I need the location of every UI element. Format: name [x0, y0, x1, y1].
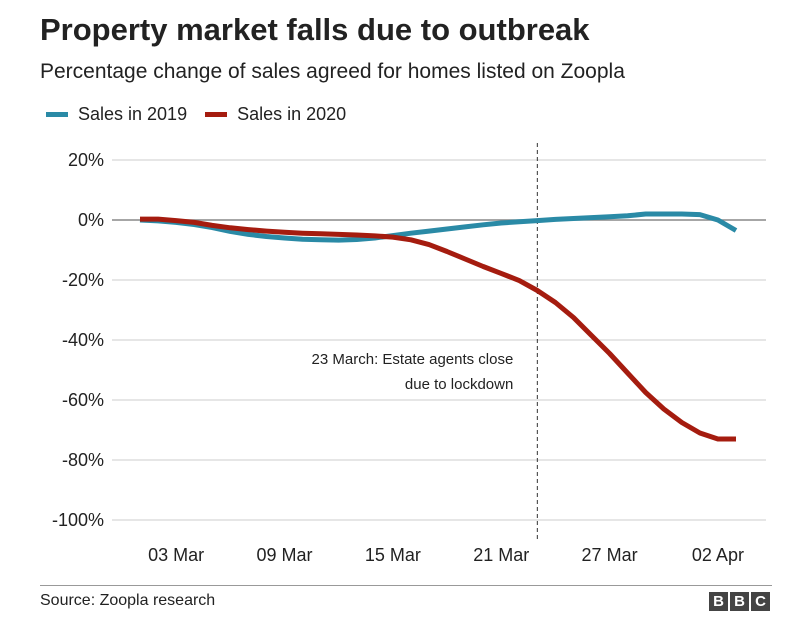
legend-label-2019: Sales in 2019	[78, 104, 188, 124]
series-line-2020	[140, 216, 736, 442]
legend-item-2020: Sales in 2020	[205, 104, 346, 125]
legend-swatch-2020	[205, 112, 228, 117]
y-tick-label: -40%	[62, 330, 104, 350]
bbc-logo-letter: B	[730, 592, 749, 611]
x-tick-label: 27 Mar	[582, 545, 638, 565]
chart-subtitle: Percentage change of sales agreed for ho…	[40, 60, 625, 83]
legend-label-2020: Sales in 2020	[237, 104, 347, 124]
footer-divider	[40, 585, 772, 586]
y-tick-label: -100%	[52, 510, 104, 530]
y-tick-label: 20%	[68, 150, 104, 170]
annotation-label: due to lockdown	[405, 376, 513, 393]
y-tick-label: 0%	[78, 210, 104, 230]
legend-item-2019: Sales in 2019	[46, 104, 187, 125]
chart-legend: Sales in 2019 Sales in 2020	[46, 104, 364, 125]
x-tick-label: 21 Mar	[473, 545, 529, 565]
y-axis: 20% 0% -20% -40% -60% -80% -100%	[52, 150, 104, 530]
x-tick-label: 15 Mar	[365, 545, 421, 565]
series-line-2019	[139, 211, 738, 243]
chart-title: Property market falls due to outbreak	[40, 12, 590, 47]
bbc-logo-letter: B	[709, 592, 728, 611]
x-tick-label: 03 Mar	[148, 545, 204, 565]
source-text: Source: Zoopla research	[40, 592, 216, 609]
y-tick-label: -60%	[62, 390, 104, 410]
annotation-label: 23 March: Estate agents close	[312, 351, 514, 368]
y-tick-label: -80%	[62, 450, 104, 470]
x-axis: 03 Mar 09 Mar 15 Mar 21 Mar 27 Mar 02 Apr	[148, 545, 744, 565]
bbc-logo: B B C	[707, 592, 770, 611]
legend-swatch-2019	[46, 112, 68, 117]
x-tick-label: 09 Mar	[256, 545, 312, 565]
y-tick-label: -20%	[62, 270, 104, 290]
series-layer	[139, 211, 738, 442]
x-tick-label: 02 Apr	[692, 545, 744, 565]
annotation-layer: 23 March: Estate agents close due to lock…	[312, 143, 538, 540]
bbc-logo-letter: C	[751, 592, 770, 611]
